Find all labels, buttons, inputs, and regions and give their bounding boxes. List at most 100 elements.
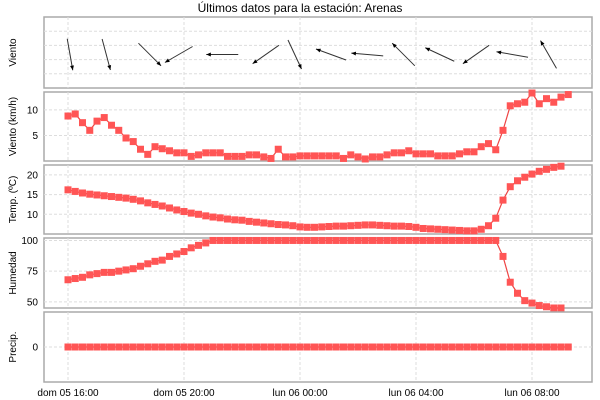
y-tick-label: 100	[21, 236, 38, 247]
data-point	[528, 343, 536, 351]
data-point	[405, 147, 413, 155]
data-point	[535, 302, 543, 310]
data-point	[216, 149, 224, 157]
y-tick-label: 75	[27, 267, 39, 278]
data-point	[173, 343, 181, 351]
data-point	[166, 252, 173, 260]
data-point	[383, 236, 391, 244]
data-point	[521, 98, 529, 106]
x-tick-label: lun 06 00:00	[272, 388, 327, 399]
wind-arrow-icon	[66, 38, 74, 71]
data-point	[187, 244, 195, 252]
data-point	[93, 117, 101, 125]
data-point	[296, 236, 304, 244]
data-point	[253, 236, 260, 244]
y-axis-label: Viento	[8, 38, 19, 67]
wind-arrow-icon	[425, 47, 455, 62]
data-point	[332, 222, 340, 230]
data-point	[79, 119, 86, 127]
x-tick-label: dom 05 16:00	[37, 388, 99, 399]
data-point	[383, 343, 391, 351]
data-point	[470, 236, 478, 244]
data-point	[202, 343, 210, 351]
data-point	[463, 227, 471, 235]
x-tick-label: lun 06 04:00	[388, 388, 443, 399]
data-point	[514, 343, 521, 351]
data-point	[187, 209, 195, 217]
data-point	[260, 236, 268, 244]
data-point	[499, 343, 507, 351]
data-point	[151, 200, 159, 208]
data-point	[115, 267, 123, 275]
data-point	[550, 163, 558, 171]
wind-arrow-icon	[391, 42, 416, 67]
data-point	[521, 343, 529, 351]
data-point	[543, 95, 550, 103]
data-point	[506, 183, 514, 191]
data-point	[434, 343, 442, 351]
data-point	[470, 343, 478, 351]
data-point	[253, 218, 260, 226]
data-point	[209, 343, 217, 351]
data-point	[557, 93, 565, 101]
y-tick-label: 20	[27, 170, 39, 181]
data-point	[354, 221, 362, 229]
data-point	[129, 195, 137, 203]
data-point	[441, 226, 449, 234]
data-point	[245, 236, 253, 244]
data-point	[137, 343, 144, 351]
data-point	[166, 204, 173, 212]
data-point	[485, 343, 492, 351]
data-point	[231, 236, 239, 244]
data-point	[463, 343, 471, 351]
data-point	[129, 343, 137, 351]
data-point	[238, 152, 246, 160]
data-point	[158, 202, 166, 210]
data-point	[100, 343, 108, 351]
data-point	[122, 343, 130, 351]
data-point	[245, 151, 253, 159]
data-point	[369, 153, 376, 161]
data-point	[564, 91, 572, 99]
data-point	[427, 343, 434, 351]
data-point	[303, 236, 311, 244]
data-point	[405, 236, 413, 244]
data-point	[383, 222, 391, 230]
data-point	[419, 236, 427, 244]
data-point	[383, 151, 391, 159]
data-point	[303, 343, 311, 351]
panel-wind-direction: Viento	[8, 16, 593, 89]
data-point	[115, 343, 123, 351]
data-point	[514, 177, 521, 185]
data-point	[550, 343, 558, 351]
data-point	[543, 303, 550, 311]
data-point	[340, 343, 347, 351]
data-point	[492, 146, 500, 154]
data-point	[340, 236, 347, 244]
data-point	[398, 222, 405, 230]
data-point	[187, 152, 195, 160]
data-point	[129, 265, 137, 273]
data-point	[71, 275, 79, 283]
wind-arrow-icon	[252, 44, 280, 65]
data-point	[296, 152, 304, 160]
data-point	[238, 236, 246, 244]
wind-arrow-icon	[101, 38, 111, 71]
series-line	[67, 92, 569, 160]
data-point	[71, 343, 79, 351]
data-point	[100, 192, 108, 200]
data-point	[332, 236, 340, 244]
data-point	[224, 215, 231, 223]
data-point	[144, 199, 152, 207]
data-point	[202, 239, 210, 247]
data-point	[441, 152, 449, 160]
y-tick-label: 15	[27, 190, 39, 201]
data-point	[318, 152, 326, 160]
data-point	[93, 343, 101, 351]
data-point	[390, 149, 398, 157]
data-point	[158, 256, 166, 264]
data-point	[369, 236, 376, 244]
data-point	[427, 150, 434, 158]
data-point	[195, 241, 202, 249]
data-point	[296, 343, 304, 351]
